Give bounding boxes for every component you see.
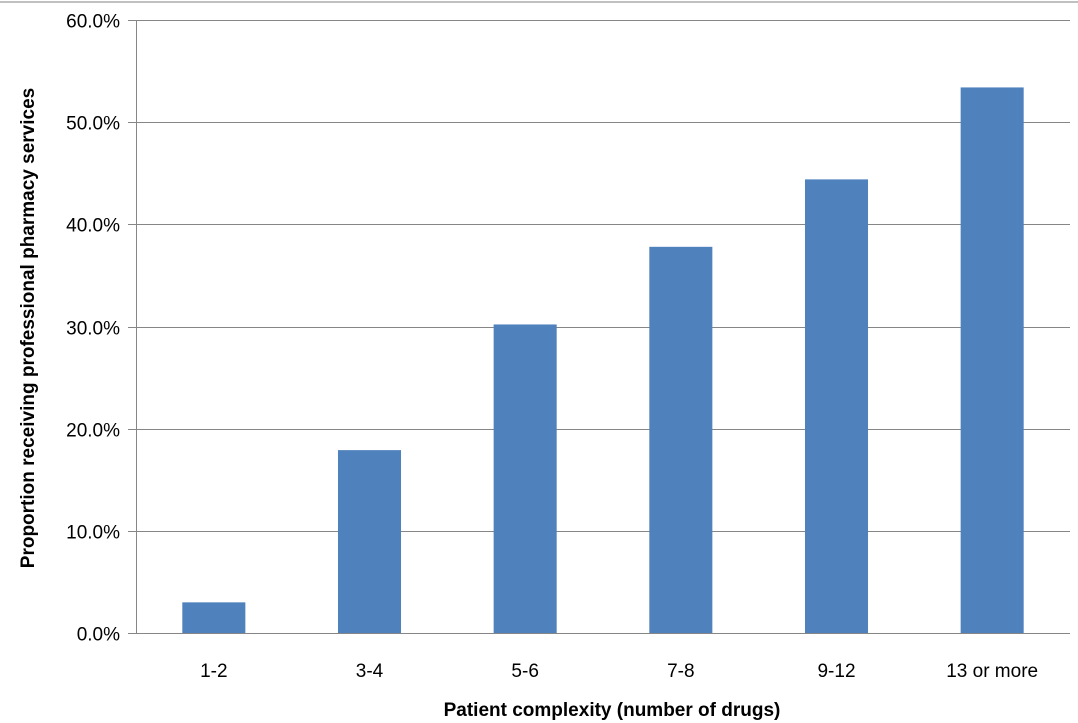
y-tick-label: 20.0% [66, 421, 120, 442]
y-tick-label: 30.0% [66, 319, 120, 340]
x-axis-title: Patient complexity (number of drugs) [444, 700, 781, 721]
bar [649, 246, 713, 633]
x-tick-label: 3-4 [356, 661, 384, 682]
bar [960, 87, 1024, 634]
y-tick-label: 60.0% [66, 12, 120, 33]
y-tick-label: 40.0% [66, 216, 120, 237]
x-tick-label: 1-2 [200, 661, 227, 682]
y-tick-label: 0.0% [77, 625, 120, 646]
bar [182, 602, 246, 633]
x-tick-label: 5-6 [511, 661, 538, 682]
y-tick-label: 10.0% [66, 523, 120, 544]
x-tick-label: 7-8 [667, 661, 694, 682]
y-tick-labels: 0.0% 10.0% 20.0% 30.0% 40.0% 50.0% 60.0% [66, 12, 120, 646]
x-tick-label: 13 or more [946, 661, 1038, 682]
y-tick-label: 50.0% [66, 114, 120, 135]
axes [128, 20, 1070, 634]
x-tick-label: 9-12 [817, 661, 855, 682]
bars [182, 87, 1024, 634]
gridlines [136, 20, 1070, 532]
bar [337, 450, 402, 633]
x-tick-labels: 1-2 3-4 5-6 7-8 9-12 13 or more [200, 661, 1038, 682]
y-axis-title: Proportion receiving professional pharma… [18, 88, 39, 568]
bar [493, 324, 557, 633]
bar [804, 179, 869, 633]
